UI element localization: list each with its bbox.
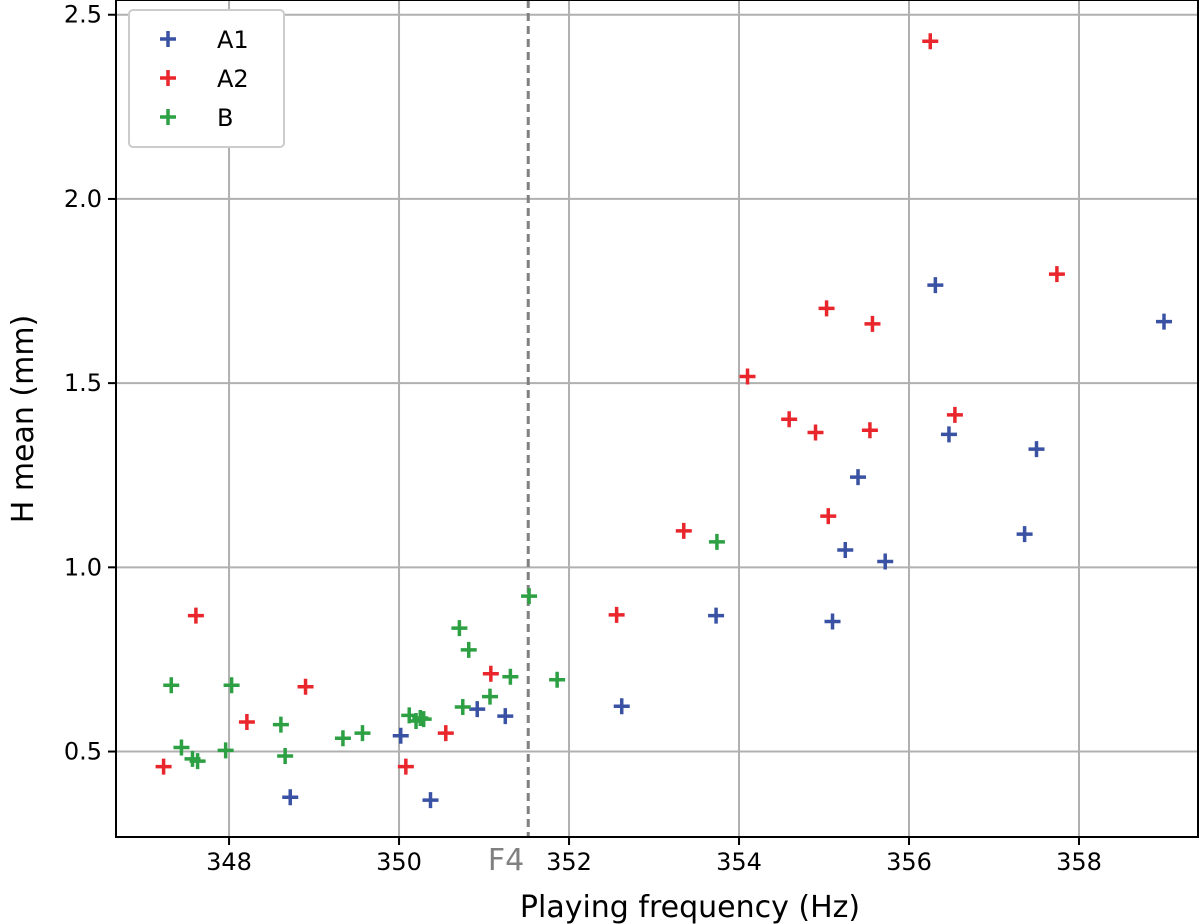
data-point <box>502 668 519 685</box>
series-b <box>163 533 725 770</box>
data-point <box>454 698 471 715</box>
data-point <box>549 671 566 688</box>
data-point <box>277 747 294 764</box>
legend-marker <box>160 70 176 86</box>
y-tick-label: 2.0 <box>64 185 102 213</box>
data-point <box>864 315 881 332</box>
data-point <box>861 422 878 439</box>
data-point <box>334 730 351 747</box>
data-point <box>820 508 837 525</box>
data-point <box>272 716 289 733</box>
data-point <box>415 711 432 728</box>
data-point <box>469 701 486 718</box>
data-point <box>824 613 841 630</box>
data-point <box>155 758 172 775</box>
data-point <box>451 620 468 637</box>
data-point <box>818 300 835 317</box>
legend-label: B <box>217 104 233 132</box>
data-point <box>173 739 190 756</box>
x-tick-label: 352 <box>546 848 592 876</box>
x-tick-label: 356 <box>886 848 932 876</box>
data-point <box>460 641 477 658</box>
data-point <box>521 588 538 605</box>
legend-label: A2 <box>217 65 249 93</box>
data-point <box>837 542 854 559</box>
data-point <box>217 742 234 759</box>
legend-label: A1 <box>217 26 249 54</box>
reference-line-label: F4 <box>488 843 524 878</box>
legend-marker <box>160 109 176 125</box>
data-point <box>238 714 255 731</box>
data-point <box>708 533 725 550</box>
data-point <box>1156 313 1172 330</box>
data-point <box>940 426 957 443</box>
data-point <box>708 607 725 624</box>
axis-ticks: 348 350 352 354 356 358 0.5 1.0 1.5 2.0 2.5 <box>64 1 1102 876</box>
x-tick-label: 348 <box>206 848 252 876</box>
y-axis-label: H mean (mm) <box>6 315 41 524</box>
series-a1 <box>282 277 1172 809</box>
legend-box <box>128 9 285 148</box>
y-tick-label: 1.5 <box>64 369 102 397</box>
data-point <box>850 469 867 486</box>
data-point <box>739 368 756 385</box>
data-point <box>482 665 499 682</box>
data-point <box>392 727 409 744</box>
data-point <box>608 606 625 623</box>
legend: A1 A2 B <box>128 9 285 148</box>
data-point <box>189 753 206 770</box>
data-point <box>422 792 439 809</box>
data-point <box>297 678 314 695</box>
data-point <box>807 424 824 441</box>
data-point <box>1028 441 1045 458</box>
y-tick-label: 1.0 <box>64 553 102 581</box>
x-axis-label: Playing frequency (Hz) <box>520 890 860 924</box>
y-tick-label: 2.5 <box>64 1 102 29</box>
data-point <box>1048 266 1065 283</box>
data-point <box>675 522 692 539</box>
data-point <box>481 688 498 705</box>
grid-lines <box>116 0 1198 837</box>
data-point <box>946 406 963 423</box>
data-point <box>1016 526 1033 543</box>
data-point <box>282 789 299 806</box>
plot-background <box>116 0 1198 837</box>
data-point <box>877 553 894 570</box>
reference-line-group: F4 <box>488 0 530 878</box>
data-point <box>187 607 204 624</box>
data-point <box>927 277 944 294</box>
data-points <box>155 33 1172 809</box>
data-point <box>613 698 630 715</box>
data-point <box>397 758 414 775</box>
legend-marker <box>160 31 176 47</box>
x-tick-label: 354 <box>716 848 762 876</box>
data-point <box>163 677 180 694</box>
data-point <box>497 708 514 725</box>
plot-frame <box>115 0 1199 838</box>
data-point <box>354 725 371 742</box>
x-tick-label: 358 <box>1056 848 1102 876</box>
data-point <box>437 725 454 742</box>
data-point <box>922 33 939 50</box>
data-point <box>223 677 240 694</box>
series-a2 <box>155 33 1065 775</box>
data-point <box>781 411 798 428</box>
x-tick-label: 350 <box>376 848 422 876</box>
y-tick-label: 0.5 <box>64 738 102 766</box>
